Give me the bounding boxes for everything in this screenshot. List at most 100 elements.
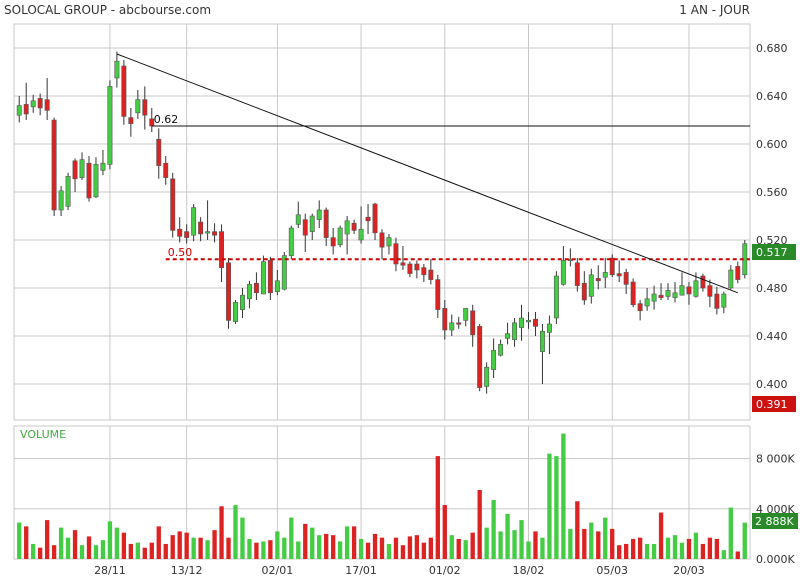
volume-bar bbox=[700, 543, 706, 559]
candle-body bbox=[505, 333, 511, 339]
candle bbox=[498, 339, 504, 357]
volume-label: VOLUME bbox=[20, 428, 66, 441]
volume-bar bbox=[728, 507, 733, 559]
candle-body bbox=[714, 293, 720, 309]
volume-bar bbox=[324, 533, 329, 559]
volume-bar bbox=[275, 531, 280, 559]
volume-bar bbox=[617, 545, 622, 559]
volume-bar bbox=[414, 535, 420, 559]
candle-body bbox=[351, 222, 357, 231]
candle-body bbox=[651, 293, 657, 302]
candle bbox=[595, 265, 601, 290]
candle bbox=[177, 217, 183, 243]
candle-body bbox=[728, 269, 734, 289]
date-tick-label: 01/02 bbox=[429, 564, 461, 577]
candle bbox=[79, 152, 85, 180]
volume-bar bbox=[261, 541, 266, 559]
volume-bar bbox=[135, 542, 140, 559]
candle-body bbox=[142, 99, 148, 116]
candle bbox=[630, 278, 636, 308]
volume-bar bbox=[630, 538, 636, 559]
candle bbox=[253, 272, 259, 300]
volume-bar bbox=[79, 545, 85, 559]
candle bbox=[651, 285, 657, 310]
candle bbox=[72, 158, 78, 192]
volume-bar bbox=[114, 527, 120, 559]
candle bbox=[212, 223, 218, 243]
volume-bar bbox=[658, 512, 664, 559]
candle-body bbox=[295, 214, 301, 225]
candle-body bbox=[128, 117, 134, 124]
candle-body bbox=[393, 243, 399, 265]
candle-body bbox=[156, 138, 162, 166]
candle-body bbox=[72, 160, 78, 180]
price-tick-label: 0.560 bbox=[756, 186, 788, 199]
candle-body bbox=[512, 322, 518, 340]
trendline bbox=[116, 53, 738, 294]
candle bbox=[114, 51, 120, 88]
candle-body bbox=[574, 262, 580, 286]
volume-bar bbox=[582, 528, 587, 559]
candle-body bbox=[372, 203, 378, 234]
volume-bar bbox=[351, 526, 357, 559]
candle-body bbox=[644, 298, 650, 307]
candle bbox=[414, 260, 420, 279]
candle bbox=[316, 200, 322, 228]
candle bbox=[344, 216, 350, 255]
candle bbox=[672, 282, 678, 303]
volume-bar bbox=[714, 538, 720, 559]
candle bbox=[470, 304, 476, 347]
date-tick-label: 20/03 bbox=[673, 564, 705, 577]
candle-body bbox=[470, 310, 476, 336]
candle bbox=[658, 283, 664, 300]
volume-bar bbox=[735, 551, 740, 559]
candle-body bbox=[358, 228, 364, 241]
candle-body bbox=[700, 275, 706, 289]
volume-bar bbox=[240, 517, 245, 559]
price-tick-label: 0.480 bbox=[756, 282, 788, 295]
candle bbox=[365, 204, 371, 234]
volume-bar bbox=[191, 537, 196, 559]
date-tick-label: 18/02 bbox=[513, 564, 545, 577]
volume-bar bbox=[51, 545, 57, 559]
chart-title: SOLOCAL GROUP - abcbourse.com bbox=[4, 3, 211, 17]
candle-body bbox=[560, 260, 566, 285]
candle-body bbox=[672, 292, 678, 298]
volume-bar bbox=[372, 533, 378, 559]
volume-bar bbox=[477, 489, 482, 559]
price-tick-label: 0.640 bbox=[756, 90, 788, 103]
candle bbox=[30, 94, 36, 113]
candle bbox=[288, 225, 294, 260]
volume-bar bbox=[568, 528, 573, 559]
volume-bar bbox=[721, 550, 727, 559]
candle bbox=[323, 207, 329, 246]
candle-body bbox=[456, 322, 462, 325]
candle-body bbox=[121, 65, 127, 117]
candle-body bbox=[679, 285, 685, 296]
candle bbox=[260, 255, 266, 295]
price-tick-label: 0.600 bbox=[756, 138, 788, 151]
candle-body bbox=[602, 272, 608, 278]
candle bbox=[428, 259, 434, 285]
last-price-text: 0.517 bbox=[756, 246, 788, 259]
candle bbox=[553, 271, 559, 324]
candle-body bbox=[191, 207, 197, 236]
volume-bar bbox=[435, 456, 440, 559]
candle bbox=[65, 172, 71, 210]
candle bbox=[393, 237, 399, 272]
candle bbox=[519, 304, 524, 341]
candle bbox=[721, 291, 727, 314]
volume-tick-label: 0.000K bbox=[756, 553, 795, 566]
volume-bar bbox=[393, 537, 399, 559]
candle bbox=[51, 117, 57, 216]
volume-bar bbox=[163, 543, 168, 559]
candle bbox=[546, 315, 552, 354]
candle bbox=[44, 78, 50, 120]
last-price-badge: 0.517 bbox=[752, 244, 796, 260]
volume-bar bbox=[205, 540, 210, 559]
volume-bar bbox=[365, 542, 371, 559]
volume-bar bbox=[526, 541, 531, 559]
candle-body bbox=[344, 220, 350, 235]
candle-body bbox=[533, 318, 538, 327]
candle-body bbox=[65, 176, 71, 207]
